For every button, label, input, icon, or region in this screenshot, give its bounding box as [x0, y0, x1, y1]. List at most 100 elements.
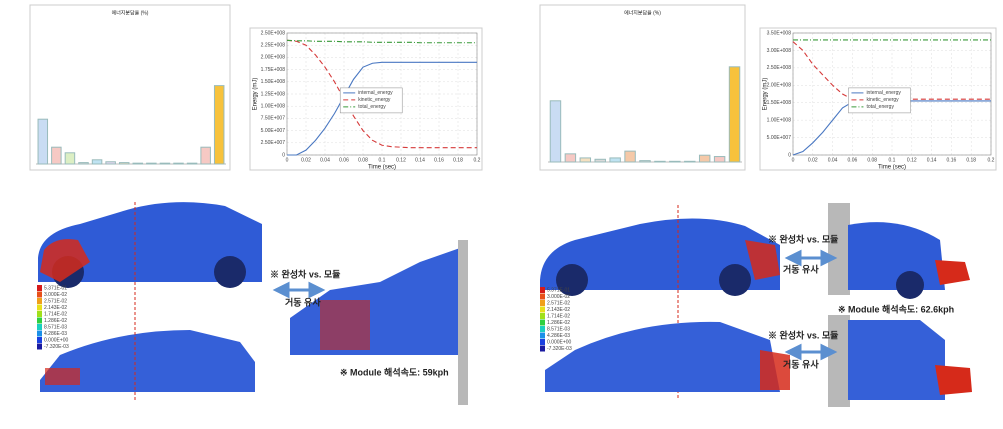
y-tick-label: 2.25E+008	[261, 43, 286, 49]
bar	[654, 160, 666, 163]
x-tick-label: 0.2	[474, 157, 481, 163]
annotation: 거동 유사	[285, 296, 321, 307]
plot-frame	[286, 32, 478, 156]
x-tick-label: 0.14	[415, 157, 425, 163]
colorbar-cell	[37, 311, 42, 317]
bar	[684, 160, 696, 163]
colorbar-label: 1.286E-02	[44, 318, 67, 324]
x-tick-label: 0.08	[867, 157, 877, 163]
deformation	[320, 300, 370, 350]
bar	[213, 85, 225, 165]
deformation	[745, 240, 780, 280]
colorbar-label: 5.371E-01	[547, 287, 570, 293]
y-tick-label: 1.00E+008	[261, 104, 286, 110]
y-tick-label: 1.25E+008	[261, 91, 286, 97]
car-renders	[38, 202, 972, 407]
bar	[186, 162, 198, 165]
wheel	[896, 271, 924, 299]
deformation	[935, 365, 972, 395]
colorbar-label: -7.320E-03	[44, 344, 69, 350]
mount-plate	[828, 315, 850, 407]
bar	[51, 146, 62, 165]
car-body	[38, 202, 262, 282]
x-tick-label: 0.12	[396, 157, 406, 163]
chart-title: 에너지분담율 (%)	[624, 9, 661, 16]
x-tick-label: 0.06	[339, 157, 349, 163]
bar	[200, 146, 211, 165]
x-tick-label: 0.1	[889, 157, 896, 163]
y-tick-label: 7.50E+007	[261, 116, 286, 122]
colorbar-cell	[37, 285, 42, 291]
colorbar-cell	[37, 291, 42, 298]
bar	[173, 162, 184, 165]
bar	[549, 100, 562, 163]
chart-title: 에너지분담율 (%)	[112, 9, 149, 16]
car-body	[545, 321, 780, 392]
colorbar-label: 2.571E-02	[547, 300, 570, 306]
y-tick-label: 3.00E+008	[767, 48, 792, 54]
bar	[132, 162, 144, 165]
plot-frame	[792, 32, 992, 156]
x-tick-label: 0.2	[988, 157, 995, 163]
series-line	[287, 61, 477, 156]
x-tick-label: 0.12	[907, 157, 917, 163]
colorbar-label: 0.000E+00	[547, 339, 572, 345]
panel	[539, 4, 746, 171]
series-line	[286, 39, 477, 149]
panel	[29, 4, 231, 171]
colorbar-cell	[540, 313, 545, 319]
colorbar-label: 0.000E+00	[44, 337, 69, 343]
legend-label: kinetic_energy	[866, 97, 899, 103]
mount-plate	[458, 240, 468, 405]
bar	[118, 162, 130, 165]
colorbar-label: 5.371E-01	[44, 285, 67, 291]
y-tick-label: 2.50E+008	[261, 30, 286, 36]
x-tick-label: 0.04	[320, 157, 330, 163]
bar	[64, 152, 76, 165]
colorbar-cell	[37, 330, 42, 337]
module-body	[848, 320, 945, 400]
deformation	[760, 350, 790, 390]
y-tick-label: 0	[282, 152, 285, 158]
colorbar-cell	[37, 337, 42, 343]
x-tick-label: 0.16	[434, 157, 444, 163]
y-tick-label: 3.50E+008	[767, 30, 792, 36]
colorbar-label: 1.714E-02	[44, 311, 67, 317]
x-tick-label: 0.02	[301, 157, 311, 163]
x-tick-label: 0	[792, 157, 795, 163]
double-arrow	[272, 281, 326, 299]
y-tick-label: 5.00E+007	[261, 128, 286, 134]
colorbar-cell	[540, 300, 545, 306]
x-tick-label: 0.04	[828, 157, 838, 163]
colorbar-label: 8.571E-03	[547, 326, 570, 332]
colorbar-label: 4.286E-03	[547, 333, 570, 339]
x-tick-label: 0.08	[358, 157, 368, 163]
colorbar-label: 3.000E-02	[44, 292, 67, 298]
deformation	[45, 368, 80, 385]
x-tick-label: 0.18	[453, 157, 463, 163]
bar	[698, 154, 711, 163]
colorbar-cell	[37, 343, 42, 350]
y-tick-label: 1.50E+008	[261, 79, 286, 85]
module-body	[848, 222, 945, 290]
bar	[564, 153, 577, 163]
colorbar-label: 3.000E-02	[547, 294, 570, 300]
wheel	[556, 264, 588, 296]
y-tick-label: 2.00E+008	[767, 83, 792, 89]
deformation	[40, 239, 90, 282]
annotation: ※ Module 해석속도: 62.6kph	[838, 303, 954, 314]
legend-label: internal_energy	[866, 90, 901, 96]
colorbar-label: 2.143E-02	[547, 307, 570, 313]
x-tick-label: 0.02	[808, 157, 818, 163]
y-axis-title: Energy (mJ)	[763, 78, 769, 111]
colorbar-label: 2.143E-02	[44, 305, 67, 311]
deformation	[935, 260, 970, 285]
y-tick-label: 1.75E+008	[261, 67, 286, 73]
mount-plate	[828, 203, 850, 295]
car-body	[540, 218, 780, 290]
colorbar-label: 2.571E-02	[44, 298, 67, 304]
x-tick-label: 0.14	[927, 157, 937, 163]
y-axis-title: Energy (mJ)	[253, 78, 259, 111]
annotation: ※ 완성차 vs. 모듈	[768, 329, 838, 340]
